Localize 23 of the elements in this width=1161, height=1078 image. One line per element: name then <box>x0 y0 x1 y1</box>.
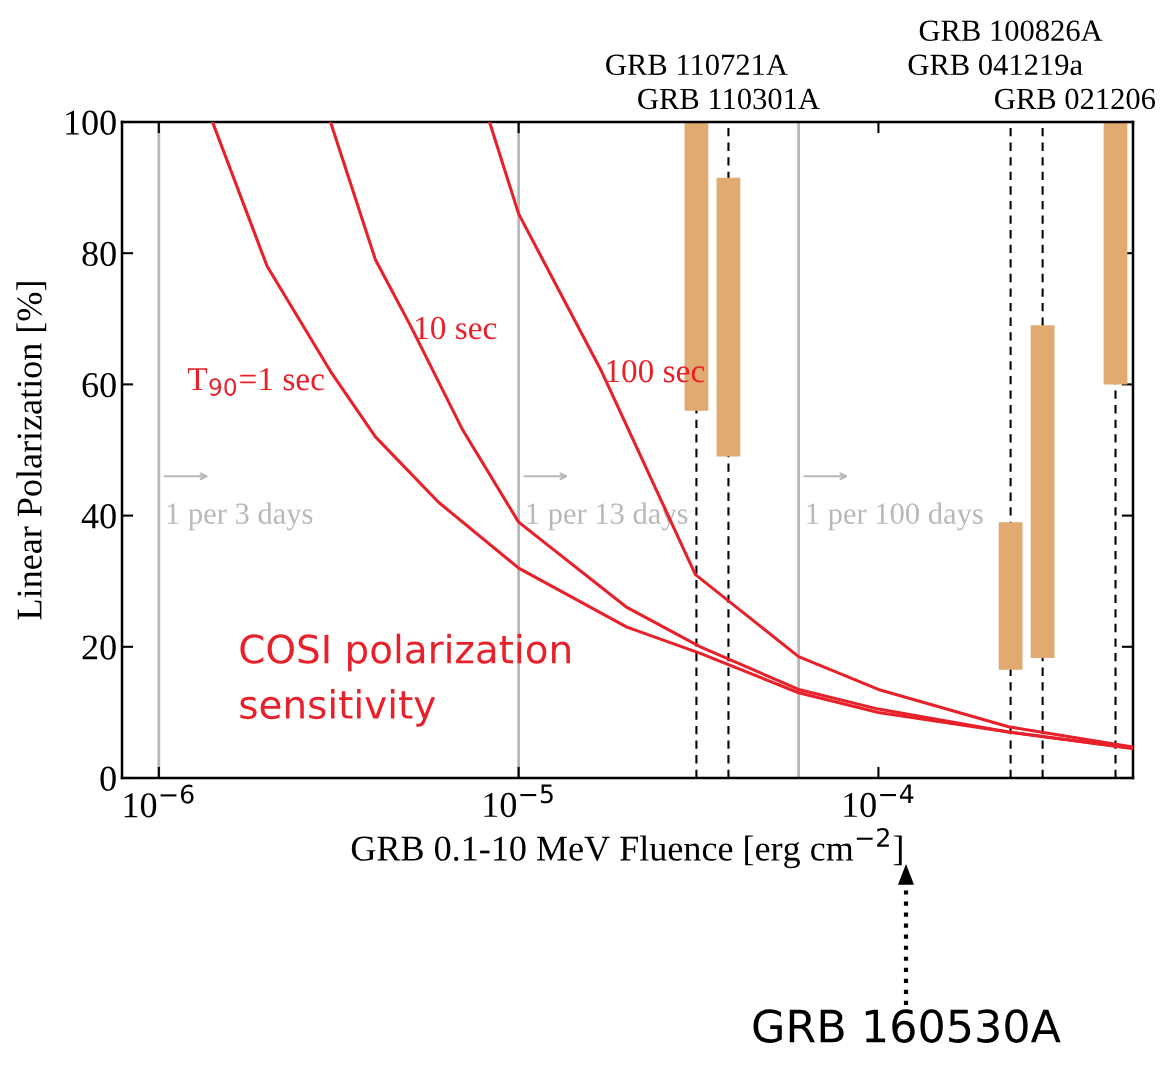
x-tick-label: 10$^{−6}$ <box>124 784 194 818</box>
ref-line-label: GRB 100826A <box>919 20 1103 42</box>
ref-line-label: GRB 110301A <box>638 88 820 110</box>
y-tick-label: 80 <box>82 241 116 267</box>
x-tick-label: 10$^{−5}$ <box>484 784 553 818</box>
y-tick-label: 40 <box>81 504 116 529</box>
ref-line-label: 1 per 3 days <box>167 502 313 531</box>
series-label: 10 sec <box>416 316 497 340</box>
series-label: 100 sec <box>607 359 705 383</box>
annotation: COSI polarization sensitivity <box>240 633 570 727</box>
text: GRB 160530A <box>753 1009 1061 1043</box>
y-tick-label: 20 <box>82 635 116 660</box>
x-tick-label: 10$^{−4}$ <box>844 784 914 818</box>
y-axis-title: Linear Polarization [%] <box>16 282 47 620</box>
y-tick-label: 0 <box>100 766 116 791</box>
ref-line-label: GRB 021206 <box>995 88 1156 110</box>
ref-line-label: 1 per 100 days <box>807 502 983 531</box>
series-label: T$_{90}$=1 sec <box>187 368 324 396</box>
y-tick-label: 60 <box>82 372 116 398</box>
ref-line-label: GRB 041219a <box>908 54 1083 76</box>
x-axis-title: GRB 0.1-10 MeV Fluence [erg cm$^{−2}$] <box>351 827 902 869</box>
ref-line-label: GRB 110721A <box>606 54 788 76</box>
y-tick-label: 100 <box>66 110 116 135</box>
